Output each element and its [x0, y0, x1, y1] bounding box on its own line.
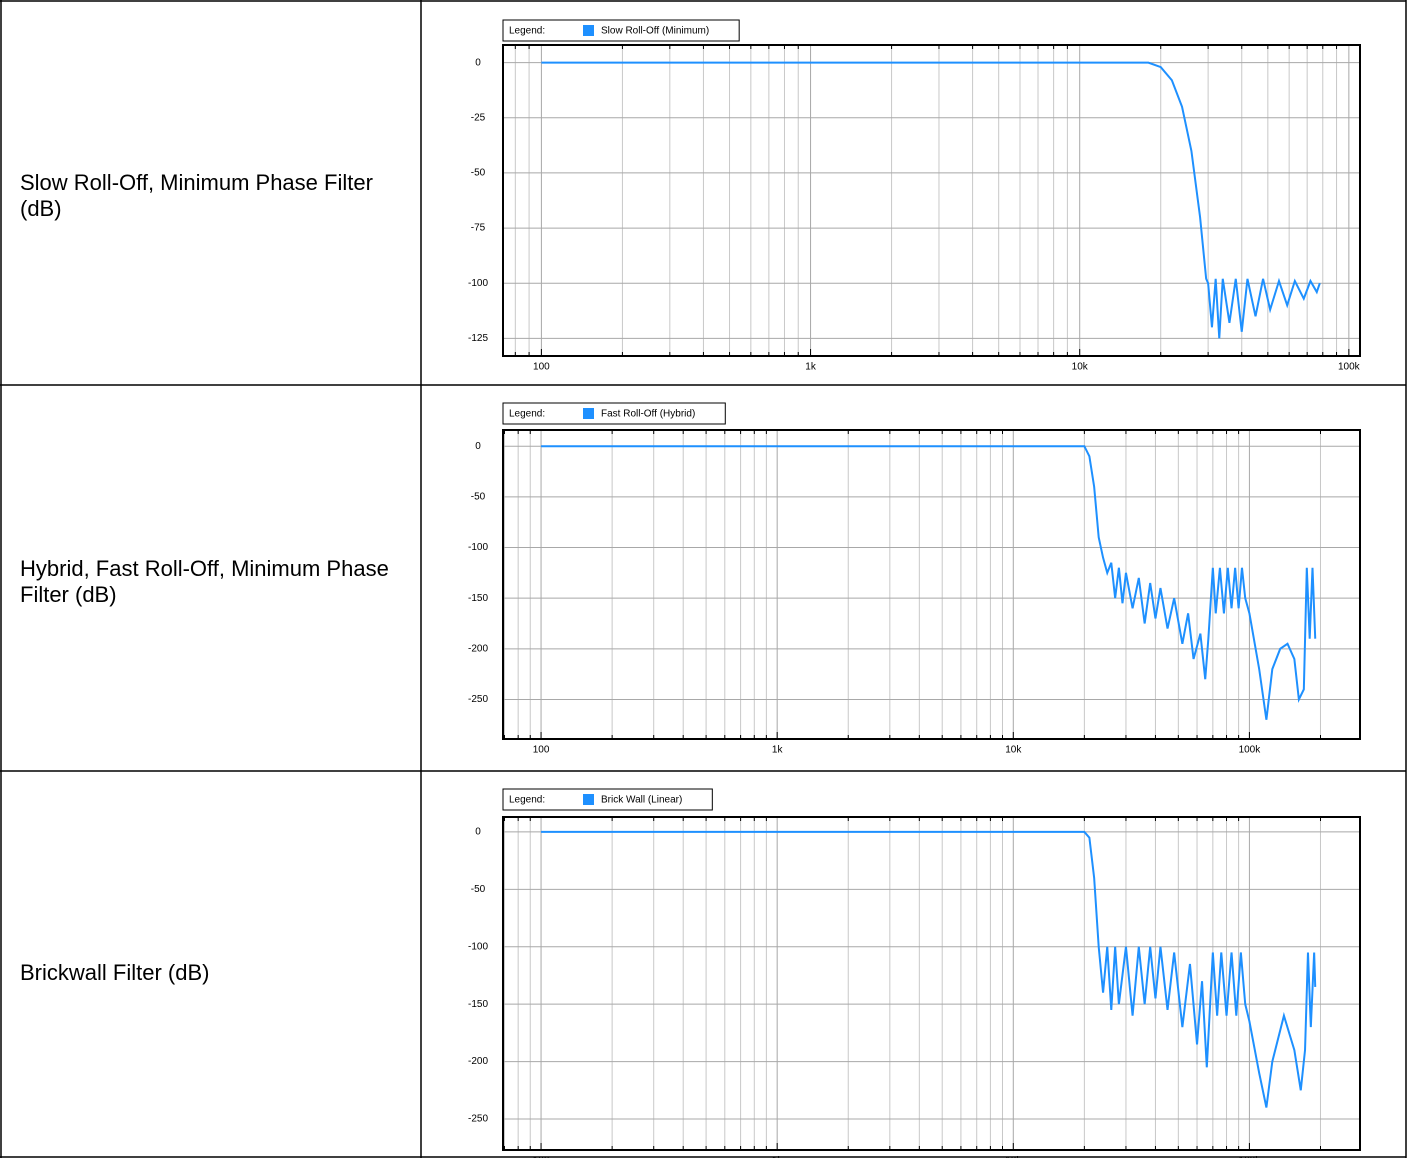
- legend: Legend: Slow Roll-Off (Minimum): [502, 19, 740, 42]
- x-tick-label: 100k: [1338, 362, 1361, 373]
- x-tick-label: 100: [533, 1156, 550, 1158]
- x-tick-label: 100: [533, 745, 550, 756]
- legend-swatch: [583, 794, 594, 805]
- plot-frame: [502, 816, 1361, 1151]
- x-tick-label: 1k: [772, 745, 784, 756]
- y-tick-label: -100: [468, 278, 488, 289]
- legend-label: Legend:: [509, 795, 545, 806]
- legend-entry: Brick Wall (Linear): [601, 795, 682, 806]
- legend-swatch: [583, 25, 594, 36]
- legend-box: [502, 19, 740, 42]
- x-tick-label: 100k: [1239, 1156, 1262, 1158]
- plot-frame: [502, 44, 1361, 357]
- y-tick-label: -75: [471, 223, 486, 234]
- y-tick-label: -200: [468, 643, 488, 654]
- data-line: [541, 445, 1317, 720]
- row-label: Hybrid, Fast Roll-Off, Minimum Phase Fil…: [20, 556, 389, 607]
- legend-label: Legend:: [509, 409, 545, 420]
- plot-frame: [502, 429, 1361, 740]
- x-tick-label: 10k: [1005, 745, 1022, 756]
- y-tick-label: -50: [471, 884, 486, 895]
- y-tick-label: -125: [468, 333, 488, 344]
- legend-entry: Fast Roll-Off (Hybrid): [601, 409, 695, 420]
- y-tick-label: -50: [471, 168, 486, 179]
- legend-label: Legend:: [509, 26, 545, 37]
- y-tick-label: -100: [468, 941, 488, 952]
- x-tick-label: 100: [533, 362, 550, 373]
- legend-box: [502, 788, 713, 811]
- legend: Legend: Fast Roll-Off (Hybrid): [502, 402, 726, 425]
- y-tick-label: -50: [471, 492, 486, 503]
- legend-entry: Slow Roll-Off (Minimum): [601, 26, 709, 37]
- legend-box: [502, 402, 726, 425]
- data-line: [541, 830, 1317, 1108]
- y-tick-label: -250: [468, 1114, 488, 1125]
- x-tick-label: 1k: [772, 1156, 784, 1158]
- legend: Legend: Brick Wall (Linear): [502, 788, 713, 811]
- data-line: [541, 61, 1321, 339]
- y-tick-label: -200: [468, 1056, 488, 1067]
- x-tick-label: 1k: [805, 362, 817, 373]
- row-label: Brickwall Filter (dB): [20, 960, 210, 985]
- y-tick-label: 0: [475, 57, 481, 68]
- row-label: Slow Roll-Off, Minimum Phase Filter (dB): [20, 170, 373, 221]
- y-tick-label: -25: [471, 112, 486, 123]
- x-tick-label: 100k: [1239, 745, 1262, 756]
- y-tick-label: 0: [475, 827, 481, 838]
- y-tick-label: -250: [468, 694, 488, 705]
- y-tick-label: -150: [468, 593, 488, 604]
- y-tick-label: 0: [475, 441, 481, 452]
- x-tick-label: 10k: [1005, 1156, 1022, 1158]
- y-tick-label: -150: [468, 999, 488, 1010]
- y-tick-label: -100: [468, 542, 488, 553]
- legend-swatch: [583, 408, 594, 419]
- x-tick-label: 10k: [1072, 362, 1089, 373]
